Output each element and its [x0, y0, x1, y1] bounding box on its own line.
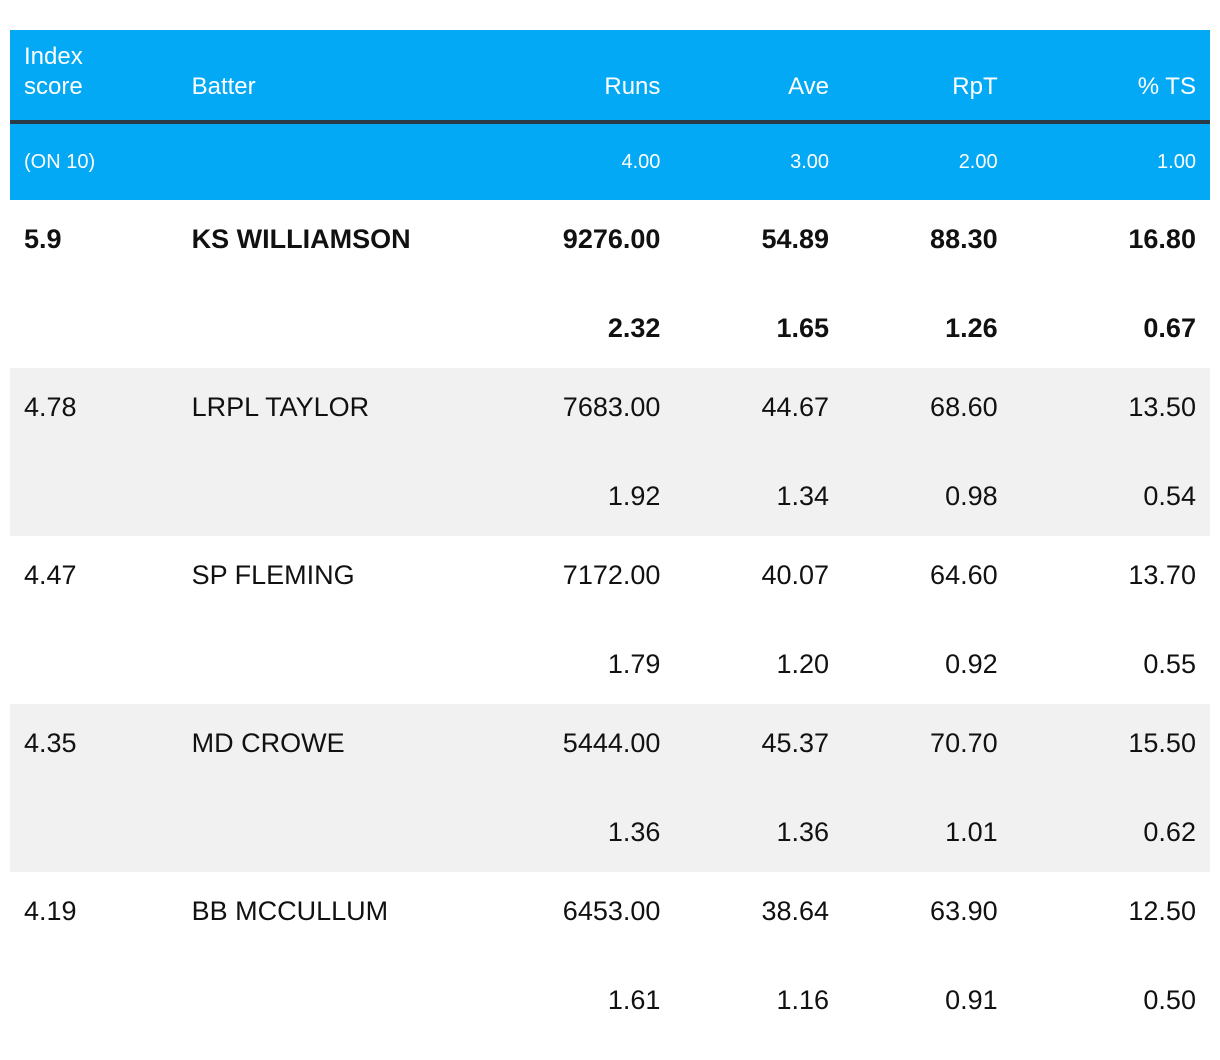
table-row-weighted: 1.61 1.16 0.91 0.50 [10, 956, 1210, 1040]
row-batter: MD CROWE [191, 727, 345, 758]
table-row-weighted: 1.79 1.20 0.92 0.55 [10, 620, 1210, 704]
table-row-weighted: 1.36 1.36 1.01 0.62 [10, 788, 1210, 872]
row-rpt: 88.30 [930, 223, 998, 254]
row-rpt-weighted: 1.01 [945, 816, 998, 847]
row-rpt-weighted: 0.91 [945, 984, 998, 1015]
row-batter: KS WILLIAMSON [191, 223, 411, 254]
row-rpt: 68.60 [930, 391, 998, 422]
row-rpt-weighted: 1.26 [945, 312, 998, 343]
row-ave-weighted: 1.16 [776, 984, 830, 1015]
row-ts-weighted: 0.54 [1143, 480, 1196, 511]
weights-ts: 1.00 [1157, 150, 1196, 173]
row-ts: 13.50 [1128, 391, 1196, 422]
row-index-score: 4.47 [24, 559, 77, 590]
row-runs-weighted: 1.36 [607, 816, 661, 847]
header-ave: Ave [788, 73, 830, 100]
header-runs: Runs [604, 73, 661, 100]
row-ts-weighted: 0.62 [1143, 816, 1196, 847]
row-ave-weighted: 1.34 [776, 480, 830, 511]
row-index-score: 5.9 [24, 223, 62, 254]
table-row: 4.19 BB MCCULLUM 6453.00 38.64 63.90 12.… [10, 872, 1210, 956]
row-runs-weighted: 1.79 [607, 648, 661, 679]
row-index-score: 4.19 [24, 895, 77, 926]
row-runs-weighted: 1.92 [607, 480, 661, 511]
row-rpt: 70.70 [930, 727, 998, 758]
row-ave-weighted: 1.20 [776, 648, 830, 679]
weights-runs: 4.00 [621, 150, 661, 173]
row-ave: 44.67 [761, 391, 830, 422]
row-ts: 12.50 [1128, 895, 1196, 926]
weights-index: (ON 10) [24, 150, 96, 173]
row-runs: 5444.00 [562, 727, 661, 758]
table-row: 4.35 MD CROWE 5444.00 45.37 70.70 15.50 [10, 704, 1210, 788]
row-rpt-weighted: 0.92 [945, 648, 998, 679]
table-row-weighted: 1.92 1.34 0.98 0.54 [10, 452, 1210, 536]
row-ts: 15.50 [1128, 727, 1196, 758]
header-index-score: Index score [10, 42, 179, 102]
header-index-line1: Index [24, 43, 83, 70]
row-ave: 38.64 [761, 895, 830, 926]
table-header-row: Index score Batter Runs Ave RpT % TS [10, 30, 1210, 124]
header-index-line2: score [24, 73, 83, 100]
row-ave-weighted: 1.65 [776, 312, 830, 343]
weights-rpt: 2.00 [958, 150, 998, 173]
row-rpt: 64.60 [930, 559, 998, 590]
row-ave: 40.07 [761, 559, 830, 590]
row-runs: 7683.00 [562, 391, 661, 422]
row-runs: 7172.00 [562, 559, 661, 590]
row-ts: 13.70 [1128, 559, 1196, 590]
table-row: 5.9 KS WILLIAMSON 9276.00 54.89 88.30 16… [10, 200, 1210, 284]
row-batter: SP FLEMING [191, 559, 355, 590]
row-ave: 54.89 [761, 223, 830, 254]
row-ave: 45.37 [761, 727, 830, 758]
row-runs: 9276.00 [562, 223, 661, 254]
row-rpt: 63.90 [930, 895, 998, 926]
weights-row: (ON 10) 4.00 3.00 2.00 1.00 [10, 124, 1210, 200]
row-ave-weighted: 1.36 [776, 816, 830, 847]
row-ts-weighted: 0.67 [1143, 312, 1196, 343]
table-row: 4.78 LRPL TAYLOR 7683.00 44.67 68.60 13.… [10, 368, 1210, 452]
row-rpt-weighted: 0.98 [945, 480, 998, 511]
row-ts-weighted: 0.55 [1143, 648, 1196, 679]
row-runs: 6453.00 [562, 895, 661, 926]
row-runs-weighted: 1.61 [607, 984, 661, 1015]
row-index-score: 4.35 [24, 727, 77, 758]
header-rpt: RpT [952, 73, 998, 100]
row-ts: 16.80 [1128, 223, 1196, 254]
weights-ave: 3.00 [790, 150, 830, 173]
batter-index-table: Index score Batter Runs Ave RpT % TS (ON… [10, 30, 1210, 1040]
row-ts-weighted: 0.50 [1143, 984, 1196, 1015]
table-row: 4.47 SP FLEMING 7172.00 40.07 64.60 13.7… [10, 536, 1210, 620]
row-runs-weighted: 2.32 [607, 312, 661, 343]
header-batter: Batter [191, 73, 256, 100]
row-batter: LRPL TAYLOR [191, 391, 370, 422]
row-batter: BB MCCULLUM [191, 895, 389, 926]
header-ts: % TS [1137, 73, 1196, 100]
row-index-score: 4.78 [24, 391, 77, 422]
table-row-weighted: 2.32 1.65 1.26 0.67 [10, 284, 1210, 368]
